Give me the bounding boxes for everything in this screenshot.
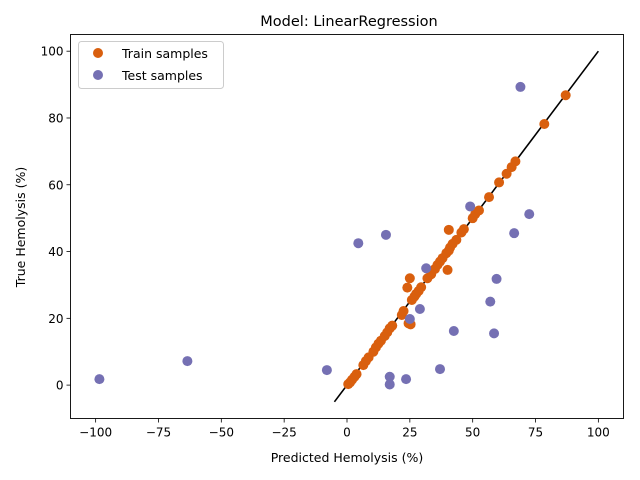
test-point — [182, 356, 193, 367]
train-point — [404, 273, 415, 284]
y-tick-label: 0 — [56, 379, 64, 393]
x-tick-label: −75 — [146, 426, 171, 440]
y-axis: 0 20 40 60 80 100 — [41, 45, 71, 393]
y-tick-label: 100 — [41, 45, 64, 59]
x-tick-label: 75 — [528, 426, 543, 440]
train-point — [484, 192, 495, 203]
x-tick-label: −25 — [271, 426, 296, 440]
legend-marker-train — [93, 48, 103, 58]
test-point — [321, 365, 332, 376]
plot-frame — [70, 34, 624, 419]
test-point — [384, 379, 395, 390]
test-point — [384, 371, 395, 382]
test-point — [435, 364, 446, 375]
train-point — [458, 224, 469, 235]
legend-label-train: Train samples — [121, 46, 208, 61]
x-tick-label: 50 — [465, 426, 480, 440]
test-point — [414, 303, 425, 314]
test-point — [524, 209, 535, 220]
test-point — [448, 326, 459, 337]
test-point — [380, 229, 391, 240]
test-point — [421, 263, 432, 274]
test-point — [353, 238, 364, 249]
train-point — [473, 205, 484, 216]
test-point — [404, 313, 415, 324]
y-tick-label: 40 — [48, 245, 63, 259]
legend-box — [78, 41, 224, 89]
y-tick-label: 80 — [48, 111, 63, 125]
test-point — [485, 296, 496, 307]
x-tick-label: −100 — [79, 426, 112, 440]
train-point — [351, 369, 362, 380]
x-tick-label: −50 — [209, 426, 234, 440]
train-point — [539, 118, 550, 129]
y-axis-label: True Hemolysis (%) — [13, 167, 28, 288]
train-point — [398, 305, 409, 316]
series-layer — [94, 81, 571, 390]
chart-title: Model: LinearRegression — [260, 14, 437, 30]
test-point — [401, 374, 412, 385]
train-point — [442, 264, 453, 275]
test-point — [515, 81, 526, 92]
train-point — [494, 177, 505, 188]
train-point — [510, 156, 521, 167]
train-point — [416, 282, 427, 293]
train-point — [387, 320, 398, 331]
legend: Train samples Test samples — [78, 41, 224, 89]
legend-label-test: Test samples — [121, 68, 203, 83]
x-tick-label: 0 — [343, 426, 351, 440]
legend-marker-test — [93, 70, 103, 80]
train-point — [443, 224, 454, 235]
y-tick-label: 60 — [48, 178, 63, 192]
x-axis-label: Predicted Hemolysis (%) — [271, 450, 424, 465]
x-tick-label: 100 — [587, 426, 610, 440]
x-tick-label: 25 — [402, 426, 417, 440]
train-point — [560, 90, 571, 101]
train-point — [402, 282, 413, 293]
test-point — [491, 273, 502, 284]
test-point — [465, 201, 476, 212]
series-test — [94, 81, 535, 390]
test-point — [489, 328, 500, 339]
test-point — [94, 374, 105, 385]
x-axis: −100 −75 −50 −25 0 25 50 75 100 — [79, 418, 610, 440]
test-point — [509, 228, 520, 239]
y-tick-label: 20 — [48, 312, 63, 326]
train-point — [451, 234, 462, 245]
